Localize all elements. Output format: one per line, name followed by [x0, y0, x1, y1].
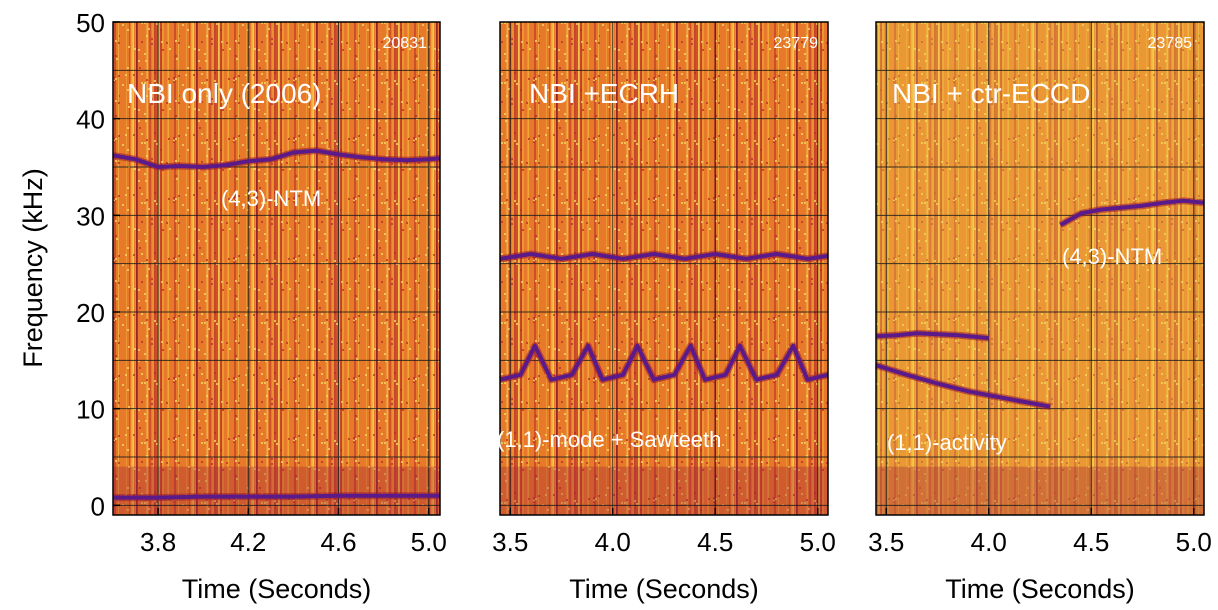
annotations: (4,3)-NTM — [221, 186, 321, 211]
x-axis-label: Time (Seconds) — [182, 574, 372, 604]
x-tick-label: 5.0 — [800, 527, 836, 557]
panel-title: NBI + ctr-ECCD — [892, 78, 1090, 109]
x-tick-label: 3.8 — [140, 527, 176, 557]
y-tick-label: 0 — [91, 491, 105, 521]
panel-shot-23779: NBI +ECRH 23779 (1,1)-mode + Sawteeth 3.… — [492, 21, 836, 604]
y-axis-label: Frequency (kHz) — [18, 168, 48, 368]
panel-shot-20831: NBI only (2006) 20831 (4,3)-NTM 3.8 4.2 4.… — [76, 8, 447, 604]
mode-trace — [112, 148, 441, 169]
y-tick-label: 20 — [76, 298, 105, 328]
spectrogram-image — [500, 22, 828, 515]
grid-lines — [500, 21, 828, 515]
mode-traces — [499, 250, 829, 384]
x-tick-label: 5.0 — [411, 527, 447, 557]
annotations: (1,1)-mode + Sawteeth — [497, 427, 721, 452]
mode-trace — [499, 252, 829, 261]
x-ticks: 3.8 4.2 4.6 5.0 — [140, 508, 447, 557]
panel-title: NBI only (2006) — [127, 78, 322, 109]
mode-trace — [875, 331, 989, 341]
x-tick-label: 4.5 — [1073, 527, 1109, 557]
x-axis-label: Time (Seconds) — [569, 574, 759, 604]
plot-frame — [112, 21, 441, 516]
x-tick-label: 4.0 — [971, 527, 1007, 557]
spectrogram-fill — [113, 22, 440, 515]
annotation-label: (4,3)-NTM — [221, 186, 321, 211]
x-tick-label: 3.5 — [492, 527, 528, 557]
mode-trace — [875, 363, 1051, 409]
spectrogram-fill — [500, 22, 828, 515]
spectrogram-image — [113, 22, 440, 515]
x-tick-label: 4.6 — [320, 527, 356, 557]
spectrogram-tint — [876, 22, 1204, 515]
spectrogram-fill — [876, 22, 1204, 515]
x-tick-label: 4.2 — [230, 527, 266, 557]
x-tick-label: 4.5 — [697, 527, 733, 557]
y-tick-label: 30 — [76, 201, 105, 231]
x-axis-label: Time (Seconds) — [945, 574, 1135, 604]
x-ticks: 3.5 4.0 4.5 5.0 — [492, 508, 836, 557]
annotations: (4,3)-NTM (1,1)-activity — [887, 244, 1162, 455]
mode-traces — [874, 197, 1205, 411]
low-freq-band — [876, 466, 1204, 515]
shot-number: 23785 — [1148, 35, 1193, 52]
annotation-label: (1,1)-activity — [887, 430, 1007, 455]
annotation-label: (4,3)-NTM — [1062, 244, 1162, 269]
panel-title: NBI +ECRH — [529, 78, 679, 109]
spectrogram-image — [876, 22, 1204, 515]
mode-trace — [113, 493, 440, 500]
x-tick-label: 5.0 — [1176, 527, 1212, 557]
plot-frame — [875, 21, 1205, 516]
panel-shot-23785: NBI + ctr-ECCD 23785 (4,3)-NTM (1,1)-acti… — [868, 21, 1212, 604]
plot-frame — [499, 21, 829, 516]
mode-trace — [499, 343, 829, 382]
mode-trace — [1059, 198, 1205, 227]
mode-traces — [112, 147, 441, 502]
x-tick-label: 4.0 — [595, 527, 631, 557]
annotation-label: (1,1)-mode + Sawteeth — [497, 427, 721, 452]
shot-number: 20831 — [383, 35, 428, 52]
x-ticks: 3.5 4.0 4.5 5.0 — [868, 508, 1212, 557]
y-ticks: 0 10 20 30 40 50 — [76, 8, 120, 521]
y-tick-label: 40 — [76, 105, 105, 135]
x-tick-label: 3.5 — [868, 527, 904, 557]
y-tick-label: 50 — [76, 8, 105, 38]
y-tick-label: 10 — [76, 395, 105, 425]
low-freq-band — [113, 466, 440, 515]
low-freq-band — [500, 466, 828, 515]
shot-number: 23779 — [774, 35, 819, 52]
